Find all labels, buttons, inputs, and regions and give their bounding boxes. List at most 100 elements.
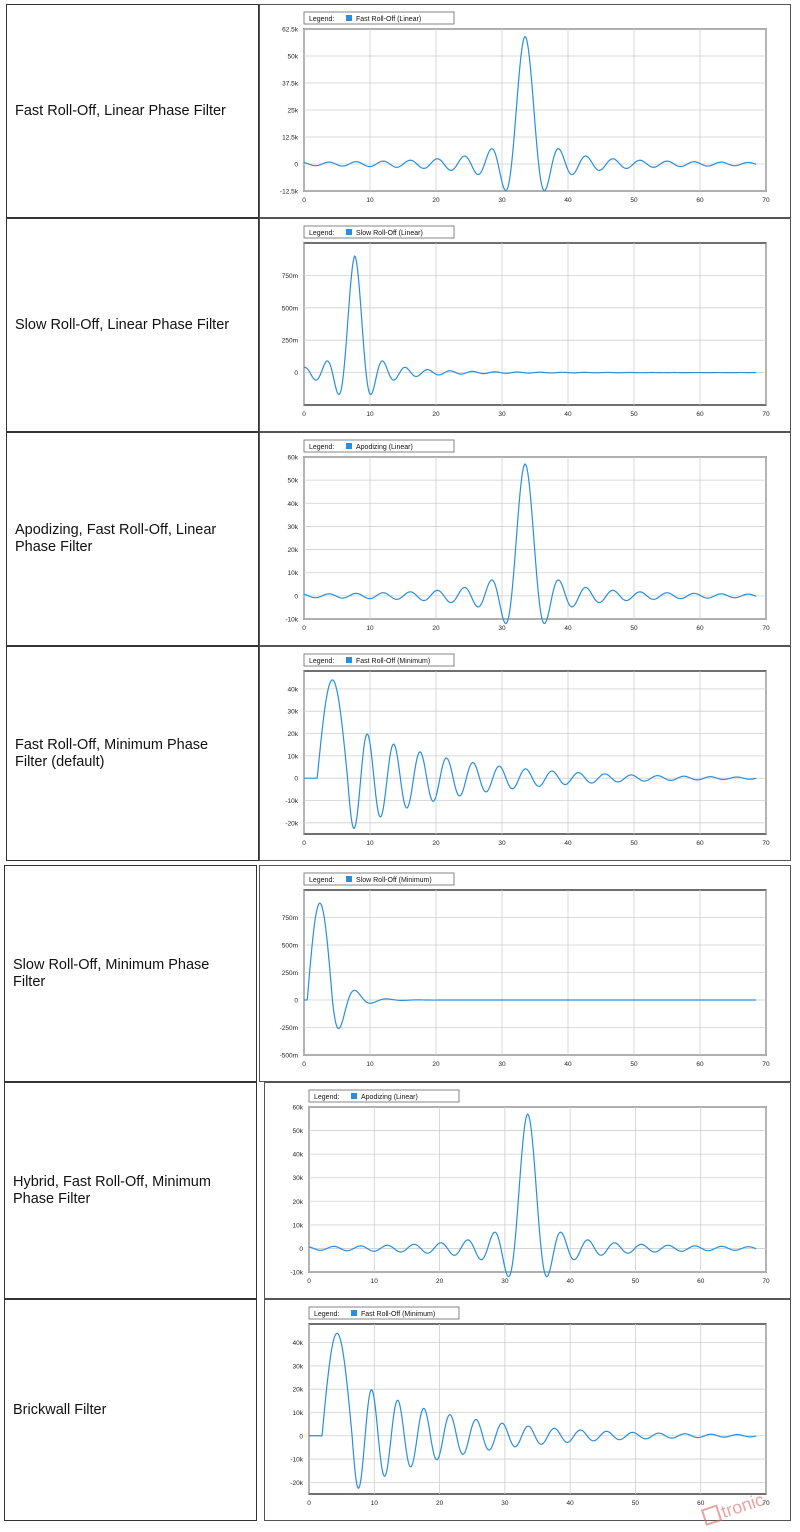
legend-swatch xyxy=(351,1093,357,1099)
y-tick-label: 60k xyxy=(288,455,299,462)
x-tick-label: 20 xyxy=(432,1061,440,1068)
table-row: Fast Roll-Off, Linear Phase Filter Legen… xyxy=(0,4,800,218)
y-tick-label: 10k xyxy=(293,1410,304,1417)
filter-name: Fast Roll-Off, Linear Phase Filter xyxy=(15,102,226,119)
y-tick-label: 250m xyxy=(282,338,298,345)
x-tick-label: 0 xyxy=(302,1061,306,1068)
x-tick-label: 10 xyxy=(366,625,374,632)
x-tick-label: 40 xyxy=(564,411,572,418)
y-tick-label: 250m xyxy=(282,970,298,977)
x-tick-label: 40 xyxy=(564,625,572,632)
x-tick-label: 60 xyxy=(696,1061,704,1068)
legend-series-name: Fast Roll-Off (Linear) xyxy=(356,16,421,23)
filter-name-cell: Hybrid, Fast Roll-Off, Minimum Phase Fil… xyxy=(4,1082,257,1299)
x-tick-label: 30 xyxy=(498,197,506,204)
series-line xyxy=(304,679,757,829)
x-tick-label: 70 xyxy=(762,1061,770,1068)
x-tick-label: 60 xyxy=(696,411,704,418)
filter-name: Slow Roll-Off, Minimum Phase Filter xyxy=(13,956,210,990)
filter-name: Brickwall Filter xyxy=(13,1401,107,1418)
x-tick-label: 20 xyxy=(432,197,440,204)
x-tick-label: 70 xyxy=(762,1278,770,1285)
y-tick-label: 10k xyxy=(288,753,299,760)
legend-box xyxy=(308,1306,460,1320)
y-tick-label: 20k xyxy=(293,1387,304,1394)
y-tick-label: 50k xyxy=(288,54,299,61)
y-tick-label: 37.5k xyxy=(282,81,299,88)
y-tick-label: 40k xyxy=(288,686,299,693)
series-line xyxy=(303,463,757,625)
legend-prefix: Legend: xyxy=(309,16,334,23)
table-row: Brickwall Filter Legend: Fast Roll-Off (M… xyxy=(0,1299,800,1521)
impulse-response-chart: Legend: Fast Roll-Off (Minimum) 0 10 20 30 40 5… xyxy=(259,646,791,861)
y-tick-label: -250m xyxy=(280,1025,298,1032)
x-tick-label: 60 xyxy=(696,625,704,632)
y-tick-label: -500m xyxy=(280,1053,298,1060)
x-tick-label: 0 xyxy=(302,625,306,632)
y-tick-label: 40k xyxy=(293,1152,304,1159)
y-tick-label: 60k xyxy=(293,1105,304,1112)
x-tick-label: 40 xyxy=(567,1278,575,1285)
x-tick-label: 30 xyxy=(498,411,506,418)
legend: Legend: Apodizing (Linear) xyxy=(303,439,455,453)
chart-svg: Legend: Slow Roll-Off (Minimum) 0 10 20 30 40 5… xyxy=(280,872,770,1068)
legend-series-name: Slow Roll-Off (Linear) xyxy=(356,230,423,237)
y-tick-label: 0 xyxy=(294,593,298,600)
x-tick-label: 50 xyxy=(632,1500,640,1507)
legend-series-name: Fast Roll-Off (Minimum) xyxy=(356,658,430,665)
chart-svg: Legend: Fast Roll-Off (Minimum) 0 10 20 30 40 5… xyxy=(285,653,770,847)
legend: Legend: Apodizing (Linear) xyxy=(308,1089,460,1103)
impulse-response-chart: Legend: Fast Roll-Off (Linear) 0 10 20 30 40 50… xyxy=(259,4,791,218)
x-tick-label: 10 xyxy=(366,1061,374,1068)
chart-svg: Legend: Apodizing (Linear) 0 10 20 30 40 50 60 70… xyxy=(290,1089,770,1285)
table-row: Fast Roll-Off, Minimum Phase Filter (def… xyxy=(0,646,800,861)
y-tick-label: 25k xyxy=(288,108,299,115)
x-tick-label: 50 xyxy=(632,1278,640,1285)
legend-box xyxy=(303,872,455,886)
x-tick-label: 0 xyxy=(302,197,306,204)
plot-area xyxy=(303,242,767,406)
y-tick-label: -10k xyxy=(290,1457,303,1464)
x-tick-label: 20 xyxy=(436,1500,444,1507)
series-line xyxy=(308,1113,757,1278)
y-tick-label: 40k xyxy=(293,1340,304,1347)
legend: Legend: Fast Roll-Off (Linear) xyxy=(303,11,455,25)
chart-svg: Legend: Slow Roll-Off (Linear) 0 10 20 30 40 50… xyxy=(282,225,770,418)
legend-swatch xyxy=(346,657,352,663)
table-row: Slow Roll-Off, Minimum Phase Filter Lege… xyxy=(0,865,800,1082)
y-tick-label: 30k xyxy=(293,1363,304,1370)
y-tick-label: 0 xyxy=(294,162,298,169)
legend-box xyxy=(303,11,455,25)
y-tick-label: 20k xyxy=(288,731,299,738)
x-tick-label: 40 xyxy=(564,197,572,204)
x-tick-label: 10 xyxy=(366,197,374,204)
y-tick-label: 20k xyxy=(293,1199,304,1206)
y-tick-label: 20k xyxy=(288,547,299,554)
y-tick-label: 50k xyxy=(288,478,299,485)
y-tick-label: 30k xyxy=(293,1175,304,1182)
y-tick-label: 750m xyxy=(282,273,298,280)
y-tick-label: 30k xyxy=(288,709,299,716)
legend: Legend: Fast Roll-Off (Minimum) xyxy=(303,653,455,667)
y-tick-label: 0 xyxy=(299,1246,303,1253)
legend-box xyxy=(303,225,455,239)
x-tick-label: 10 xyxy=(371,1500,379,1507)
x-tick-label: 10 xyxy=(366,840,374,847)
x-tick-label: 70 xyxy=(762,411,770,418)
filter-name-cell: Fast Roll-Off, Linear Phase Filter xyxy=(6,4,259,218)
chart-svg: Legend: Fast Roll-Off (Linear) 0 10 20 30 40 50… xyxy=(280,11,770,204)
x-tick-label: 70 xyxy=(762,1500,770,1507)
x-tick-label: 50 xyxy=(630,625,638,632)
y-tick-label: -10k xyxy=(285,617,298,624)
filter-name-cell: Slow Roll-Off, Minimum Phase Filter xyxy=(4,865,257,1082)
legend-swatch xyxy=(351,1310,357,1316)
y-tick-label: 0 xyxy=(294,998,298,1005)
legend-prefix: Legend: xyxy=(309,877,334,884)
plot-area xyxy=(303,670,767,835)
chart-svg: Legend: Fast Roll-Off (Minimum) 0 10 20 30 40 5… xyxy=(290,1306,770,1507)
logo-icon xyxy=(700,1504,723,1526)
legend-prefix: Legend: xyxy=(309,444,334,451)
impulse-response-chart: Legend: Slow Roll-Off (Minimum) 0 10 20 30 40 5… xyxy=(259,865,791,1082)
plot-area xyxy=(308,1323,767,1495)
